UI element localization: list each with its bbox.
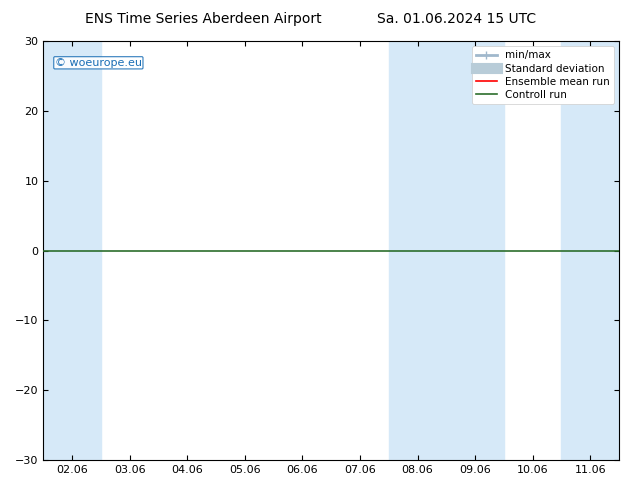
Text: ENS Time Series Aberdeen Airport: ENS Time Series Aberdeen Airport	[84, 12, 321, 26]
Text: © woeurope.eu: © woeurope.eu	[55, 58, 142, 68]
Bar	[389, 41, 504, 460]
Text: Sa. 01.06.2024 15 UTC: Sa. 01.06.2024 15 UTC	[377, 12, 536, 26]
Bar	[562, 41, 619, 460]
Legend: min/max, Standard deviation, Ensemble mean run, Controll run: min/max, Standard deviation, Ensemble me…	[472, 46, 614, 104]
Bar	[43, 41, 101, 460]
